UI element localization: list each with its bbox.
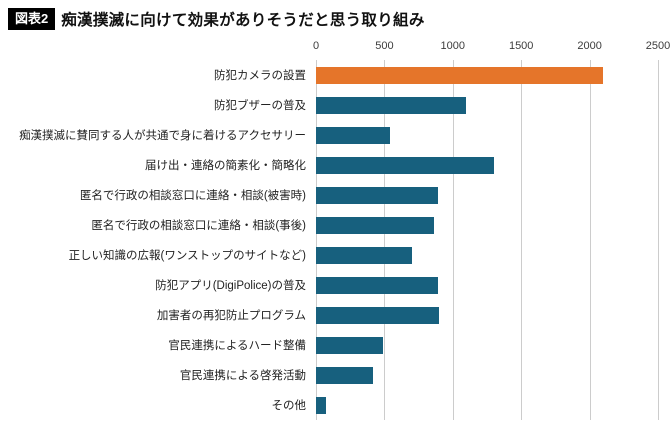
x-axis-tick: 2000 (577, 40, 602, 52)
chart-title: 図表2 痴漢撲滅に向けて効果がありそうだと思う取り組み (8, 8, 658, 30)
x-axis-tick: 0 (312, 40, 320, 52)
category-label: 防犯ブザーの普及 (214, 100, 306, 112)
bar (316, 186, 438, 204)
category-label: その他 (271, 400, 307, 412)
x-axis-tick: 1000 (440, 40, 466, 52)
bar-chart: 0 500 1000 1500 2000 2500 防犯カメラの設置 防犯ブザーの普及痴漢撲… (8, 38, 670, 420)
category-label: 匿名で行政の相談窓口に連絡・相談(被害時) (79, 190, 306, 202)
bar (316, 276, 438, 294)
bar (316, 336, 384, 354)
x-axis-tick: 2500 (645, 40, 670, 52)
x-axis-tick: 500 (375, 40, 394, 52)
category-label: 官民連携によるハード整備 (168, 340, 306, 352)
category-label: 正しい知識の広報(ワンストップのサイトなど) (68, 250, 306, 262)
category-label: 痴漢撲滅に賛同する人が共通で身に着けるアクセサリー (19, 130, 306, 142)
bar-row (316, 300, 658, 330)
gridline (384, 60, 386, 420)
category-label: 匿名で行政の相談窓口に連絡・相談(事後) (91, 220, 306, 232)
bar (316, 396, 327, 414)
plot-area (316, 60, 659, 420)
bar-row (316, 240, 658, 270)
bar (316, 366, 374, 384)
gridline (452, 60, 454, 420)
bar (316, 66, 604, 84)
bar-row (316, 60, 658, 90)
gridline (589, 60, 591, 420)
bar-row (316, 180, 658, 210)
axis-spacer (8, 38, 316, 60)
bar-row (316, 330, 658, 360)
bar (316, 306, 440, 324)
x-axis-tick: 1500 (508, 40, 534, 52)
gridline (521, 60, 523, 420)
x-axis: 0 500 1000 1500 2000 2500 (8, 38, 670, 60)
bar-row (316, 150, 658, 180)
bars-container (316, 60, 658, 420)
bar-row (316, 210, 658, 240)
bar (316, 156, 494, 174)
category-label: 加害者の再犯防止プログラム (156, 310, 306, 322)
category-label: 届け出・連絡の簡素化・簡略化 (145, 160, 306, 172)
bar (316, 216, 434, 234)
bar-row (316, 90, 658, 120)
chart-title-text: 痴漢撲滅に向けて効果がありそうだと思う取り組み (61, 12, 425, 29)
bar (316, 126, 390, 144)
x-axis-ticks: 0 500 1000 1500 2000 2500 (312, 38, 670, 60)
gridline (658, 60, 659, 420)
bar-row (316, 270, 658, 300)
bar-row (316, 390, 658, 420)
category-label: 官民連携による啓発活動 (179, 370, 306, 382)
category-label: 防犯アプリ(DigiPolice)の普及 (155, 280, 306, 292)
category-label: 防犯カメラの設置 (214, 70, 306, 82)
bar-row (316, 120, 658, 150)
gridlines (316, 60, 659, 420)
chart-body: 防犯カメラの設置 防犯ブザーの普及痴漢撲滅に賛同する人が共通で身に着けるアクセサリ… (8, 60, 659, 420)
bar-row (316, 360, 658, 390)
chart-badge: 図表2 (8, 8, 56, 30)
gridline (316, 60, 317, 420)
category-labels: 防犯カメラの設置 防犯ブザーの普及痴漢撲滅に賛同する人が共通で身に着けるアクセサリ… (8, 60, 316, 420)
bar (316, 96, 467, 114)
bar (316, 246, 412, 264)
